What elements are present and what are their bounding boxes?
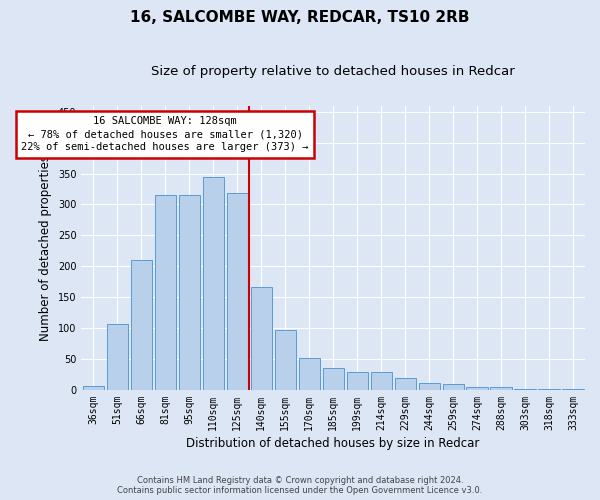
Bar [179, 194, 200, 390]
Bar [107, 324, 128, 390]
Text: 16 SALCOMBE WAY: 128sqm
← 78% of detached houses are smaller (1,320)
22% of semi: 16 SALCOMBE WAY: 128sqm ← 78% of detache… [22, 116, 309, 152]
Bar [347, 372, 368, 390]
Text: Contains HM Land Registry data © Crown copyright and database right 2024.
Contai: Contains HM Land Registry data © Crown c… [118, 476, 482, 495]
Bar [251, 288, 272, 390]
Bar [395, 378, 416, 390]
Bar [227, 192, 248, 390]
Y-axis label: Number of detached properties: Number of detached properties [39, 155, 52, 341]
Bar [419, 383, 440, 390]
Bar [203, 178, 224, 390]
Bar [514, 388, 536, 390]
Bar [466, 388, 488, 390]
Bar [275, 330, 296, 390]
Text: 16, SALCOMBE WAY, REDCAR, TS10 2RB: 16, SALCOMBE WAY, REDCAR, TS10 2RB [130, 10, 470, 25]
Bar [490, 387, 512, 390]
Bar [299, 358, 320, 390]
Bar [155, 195, 176, 390]
Bar [131, 260, 152, 390]
Bar [323, 368, 344, 390]
Bar [83, 386, 104, 390]
X-axis label: Distribution of detached houses by size in Redcar: Distribution of detached houses by size … [187, 437, 480, 450]
Bar [443, 384, 464, 390]
Title: Size of property relative to detached houses in Redcar: Size of property relative to detached ho… [151, 65, 515, 78]
Bar [371, 372, 392, 390]
